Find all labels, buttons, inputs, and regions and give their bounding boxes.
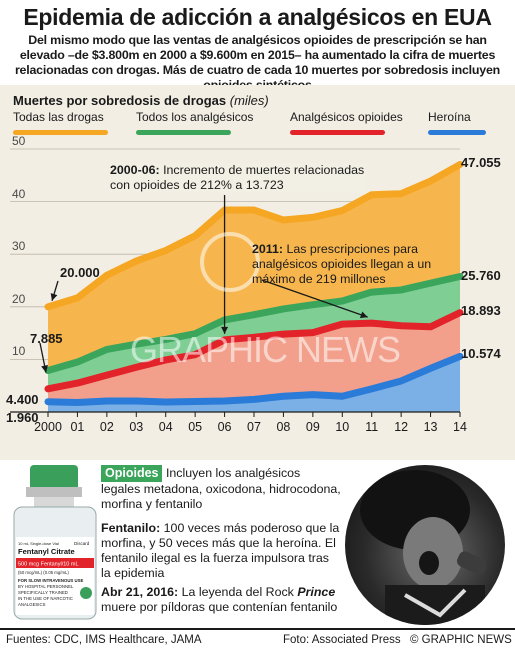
label-start-all: 20.000 xyxy=(60,265,100,280)
vial-warn3: SPECIFICALLY TRAINED xyxy=(18,590,68,595)
annotation-text: Incremento de muertes relacionadas con o… xyxy=(110,163,365,192)
x-tick-label: 14 xyxy=(453,420,467,434)
prince-block: Abr 21, 2016: La leyenda del Rock Prince… xyxy=(101,585,363,615)
info-panel: 10 mL Single-dose Vial Fentanyl Citrate … xyxy=(0,460,515,628)
annotation-arrowhead-1 xyxy=(50,293,58,301)
legend-swatch-3 xyxy=(428,130,486,135)
x-tick-label: 13 xyxy=(423,420,438,434)
y-tick-label: 30 xyxy=(12,239,26,254)
x-tick-label: 04 xyxy=(158,420,173,434)
legend-swatch-1 xyxy=(136,130,231,135)
fentanyl-text: 100 veces más poderoso que la morfina, y… xyxy=(101,521,340,580)
fentanyl-block: Fentanilo: 100 veces más poderoso que la… xyxy=(101,521,341,581)
vial-conc: (50 mcg/mL) (0.05 mg/mL) xyxy=(18,570,69,575)
legend-swatch-2 xyxy=(290,130,385,135)
annotation-arrow-3 xyxy=(261,279,368,318)
annotation-text: Las prescripciones para analgésicos opio… xyxy=(252,242,432,286)
x-tick-label: 07 xyxy=(247,420,261,434)
opioids-text: Incluyen los analgésicos legales metadon… xyxy=(101,466,341,511)
fentanyl-vial-image: 10 mL Single-dose Vial Fentanyl Citrate … xyxy=(13,465,97,620)
vial-brand: Fentanyl Citrate xyxy=(18,547,75,556)
legend-label-1: Todos los analgésicos xyxy=(136,110,254,124)
y-tick-label: 50 xyxy=(12,134,26,148)
x-tick-label: 05 xyxy=(188,420,203,434)
area-3 xyxy=(48,356,460,412)
annotation-year: 2011: xyxy=(252,242,284,256)
label-end-opioid: 18.893 xyxy=(461,303,501,318)
watermark-logo xyxy=(200,232,260,292)
label-start-opioid: 4.400 xyxy=(6,392,39,407)
prince-name: Prince xyxy=(297,585,336,599)
page-title: Epidemia de adicción a analgésicos en EU… xyxy=(23,4,492,30)
page-subtitle: Del mismo modo que las ventas de analgés… xyxy=(14,33,501,92)
y-tick-label: 20 xyxy=(12,291,26,306)
vial-warn5: ANALGESICS xyxy=(18,602,46,607)
vial-warn1: FOR SLOW INTRAVENOUS USE xyxy=(18,578,83,583)
annotation-2011: 2011: Las prescripciones para analgésico… xyxy=(252,242,447,287)
footer-photo-credit: Foto: Associated Press xyxy=(283,634,401,646)
watermark-text: GRAPHIC NEWS xyxy=(129,329,401,370)
x-tick-label: 10 xyxy=(335,420,350,434)
annotation-arrowhead-0 xyxy=(221,326,229,334)
vial-warn4: IN THE USE OF NARCOTIC xyxy=(18,596,73,601)
annotation-2000-06: 2000-06: Incremento de muertes relaciona… xyxy=(110,163,365,193)
opioids-block: Opioides Incluyen los analgésicos legale… xyxy=(101,465,341,512)
prince-label: Abr 21, 2016: xyxy=(101,585,179,599)
prince-text-a: La leyenda del Rock xyxy=(181,585,294,599)
annotation-arrowhead-3 xyxy=(359,311,368,319)
vial-dose: 500 mcg Fentanyl/10 mL xyxy=(18,562,79,568)
legend-label-0: Todas las drogas xyxy=(13,110,104,124)
x-tick-label: 03 xyxy=(129,420,144,434)
x-tick-label: 01 xyxy=(70,420,85,434)
vial-side: Discard xyxy=(74,541,90,546)
x-tick-label: 02 xyxy=(99,420,114,434)
series-line-2 xyxy=(44,309,464,393)
area-chart xyxy=(10,148,464,417)
footer: Fuentes: CDC, IMS Healthcare, JAMA Foto:… xyxy=(0,628,515,650)
label-end-analg: 25.760 xyxy=(461,268,501,283)
x-tick-label: 2000 xyxy=(34,420,62,434)
x-tick-label: 11 xyxy=(365,420,379,434)
chart-title: Muertes por sobredosis de drogas (miles) xyxy=(13,93,269,108)
chart-panel: Muertes por sobredosis de drogas (miles)… xyxy=(0,85,515,460)
label-end-all: 47.055 xyxy=(461,155,501,170)
prince-photo xyxy=(345,465,505,625)
series-line-3 xyxy=(44,352,464,407)
y-tick-label: 10 xyxy=(12,344,26,359)
label-start-heroin: 1.960 xyxy=(6,410,39,425)
footer-copyright: © GRAPHIC NEWS xyxy=(410,634,512,646)
vial-text-line1: 10 mL Single-dose Vial xyxy=(18,541,59,546)
prince-text-b: muere por píldoras que contenían fentani… xyxy=(101,600,338,614)
series-line-0 xyxy=(44,160,464,311)
x-tick-label: 08 xyxy=(276,420,291,434)
legend-label-2: Analgésicos opioides xyxy=(290,110,403,124)
label-end-heroin: 10.574 xyxy=(461,346,501,361)
y-tick-label: 40 xyxy=(12,186,26,201)
footer-sources: Fuentes: CDC, IMS Healthcare, JAMA xyxy=(6,634,202,646)
legend-label-3: Heroína xyxy=(428,110,471,124)
x-tick-label: 06 xyxy=(217,420,232,434)
x-tick-label: 09 xyxy=(305,420,320,434)
chart-unit: (miles) xyxy=(229,93,269,108)
x-tick-label: 12 xyxy=(394,420,409,434)
legend-swatch-0 xyxy=(13,130,108,135)
fentanyl-label: Fentanilo: xyxy=(101,521,161,535)
opioids-label: Opioides xyxy=(101,465,163,482)
vial-warn2: BY HOSPITAL PERSONNEL xyxy=(18,584,74,589)
series-line-1 xyxy=(44,273,464,375)
chart-title-text: Muertes por sobredosis de drogas xyxy=(13,93,227,108)
annotation-arrowhead-2 xyxy=(41,364,49,373)
label-start-analg: 7.885 xyxy=(30,331,63,346)
area-2 xyxy=(48,312,460,412)
annotation-year: 2000-06: xyxy=(110,163,160,177)
